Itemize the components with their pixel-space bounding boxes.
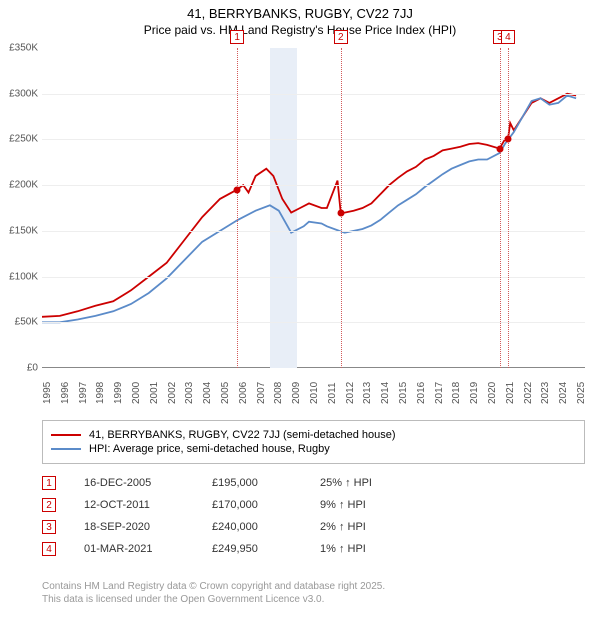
sale-row-date: 12-OCT-2011	[84, 499, 184, 511]
sale-marker-2: 2	[334, 30, 348, 44]
y-tick-label: £50K	[15, 317, 38, 328]
x-tick-label: 2009	[291, 382, 302, 404]
attribution-line1: Contains HM Land Registry data © Crown c…	[42, 580, 585, 593]
sale-marker-1: 1	[230, 30, 244, 44]
gridline	[42, 277, 585, 278]
x-tick-label: 2025	[576, 382, 587, 404]
legend: 41, BERRYBANKS, RUGBY, CV22 7JJ (semi-de…	[42, 420, 585, 464]
x-tick-label: 2021	[505, 382, 516, 404]
x-tick-label: 1999	[113, 382, 124, 404]
sale-row-date: 16-DEC-2005	[84, 477, 184, 489]
x-tick-label: 2010	[309, 382, 320, 404]
sale-row-price: £170,000	[212, 499, 292, 511]
y-axis: £0£50K£100K£150K£200K£250K£300K£350K	[0, 48, 42, 368]
x-tick-label: 2006	[238, 382, 249, 404]
x-tick-label: 2016	[416, 382, 427, 404]
sale-vline	[341, 48, 342, 368]
legend-row-property: 41, BERRYBANKS, RUGBY, CV22 7JJ (semi-de…	[51, 429, 576, 441]
x-tick-label: 2018	[451, 382, 462, 404]
sale-vline	[500, 48, 501, 368]
y-tick-label: £0	[27, 363, 38, 374]
x-tick-label: 2011	[327, 382, 338, 404]
x-tick-label: 2005	[220, 382, 231, 404]
gridline	[42, 322, 585, 323]
x-tick-label: 2020	[487, 382, 498, 404]
x-tick-label: 2004	[202, 382, 213, 404]
x-tick-label: 2002	[167, 382, 178, 404]
chart-svg	[42, 48, 585, 368]
sale-vline	[237, 48, 238, 368]
x-axis: 1995 1996 1997 1998 1999 2000 2001 2002 2003 2004…	[42, 368, 585, 418]
sale-dot-1	[234, 186, 241, 193]
sale-row-diff: 2% ↑ HPI	[320, 521, 420, 533]
sale-row: 3 18-SEP-2020 £240,000 2% ↑ HPI	[42, 520, 585, 534]
sale-marker-4: 4	[501, 30, 515, 44]
sale-row-diff: 25% ↑ HPI	[320, 477, 420, 489]
x-tick-label: 2024	[558, 382, 569, 404]
y-tick-label: £300K	[9, 88, 38, 99]
sale-row-diff: 9% ↑ HPI	[320, 499, 420, 511]
sale-row-price: £195,000	[212, 477, 292, 489]
chart-area: 1234	[42, 48, 585, 368]
x-tick-label: 2014	[380, 382, 391, 404]
y-tick-label: £150K	[9, 225, 38, 236]
x-tick-label: 2001	[149, 382, 160, 404]
x-tick-label: 2022	[523, 382, 534, 404]
sale-row: 4 01-MAR-2021 £249,950 1% ↑ HPI	[42, 542, 585, 556]
legend-row-hpi: HPI: Average price, semi-detached house,…	[51, 443, 576, 455]
sale-row-date: 18-SEP-2020	[84, 521, 184, 533]
sale-row-marker: 3	[42, 520, 56, 534]
y-tick-label: £200K	[9, 180, 38, 191]
sale-table: 1 16-DEC-2005 £195,000 25% ↑ HPI 2 12-OCT-201…	[42, 468, 585, 564]
x-tick-label: 2013	[362, 382, 373, 404]
sale-row: 2 12-OCT-2011 £170,000 9% ↑ HPI	[42, 498, 585, 512]
sale-row: 1 16-DEC-2005 £195,000 25% ↑ HPI	[42, 476, 585, 490]
y-tick-label: £250K	[9, 134, 38, 145]
legend-swatch-hpi	[51, 448, 81, 450]
attribution-line2: This data is licensed under the Open Gov…	[42, 593, 585, 606]
legend-label-hpi: HPI: Average price, semi-detached house,…	[89, 443, 330, 455]
y-tick-label: £350K	[9, 43, 38, 54]
gridline	[42, 185, 585, 186]
x-tick-label: 2003	[184, 382, 195, 404]
series-hpi	[42, 96, 576, 323]
x-tick-label: 2000	[131, 382, 142, 404]
sale-row-date: 01-MAR-2021	[84, 543, 184, 555]
gridline	[42, 231, 585, 232]
sale-dot-4	[504, 136, 511, 143]
sale-row-diff: 1% ↑ HPI	[320, 543, 420, 555]
y-tick-label: £100K	[9, 271, 38, 282]
x-tick-label: 2012	[345, 382, 356, 404]
sale-row-price: £240,000	[212, 521, 292, 533]
sale-dot-2	[337, 209, 344, 216]
x-tick-label: 2023	[540, 382, 551, 404]
legend-swatch-property	[51, 434, 81, 436]
x-tick-label: 1995	[42, 382, 53, 404]
x-tick-label: 1997	[78, 382, 89, 404]
x-tick-label: 2017	[434, 382, 445, 404]
x-tick-label: 2007	[256, 382, 267, 404]
gridline	[42, 94, 585, 95]
legend-label-property: 41, BERRYBANKS, RUGBY, CV22 7JJ (semi-de…	[89, 429, 396, 441]
sale-dot-3	[496, 145, 503, 152]
sale-vline	[508, 48, 509, 368]
attribution: Contains HM Land Registry data © Crown c…	[42, 580, 585, 606]
sale-row-marker: 4	[42, 542, 56, 556]
plot-region: 1234	[42, 48, 585, 368]
sale-row-price: £249,950	[212, 543, 292, 555]
title-address: 41, BERRYBANKS, RUGBY, CV22 7JJ	[0, 6, 600, 21]
sale-row-marker: 1	[42, 476, 56, 490]
x-tick-label: 2015	[398, 382, 409, 404]
x-tick-label: 2008	[273, 382, 284, 404]
series-property	[42, 94, 576, 317]
x-tick-label: 2019	[469, 382, 480, 404]
x-tick-label: 1996	[60, 382, 71, 404]
x-tick-label: 1998	[95, 382, 106, 404]
sale-row-marker: 2	[42, 498, 56, 512]
